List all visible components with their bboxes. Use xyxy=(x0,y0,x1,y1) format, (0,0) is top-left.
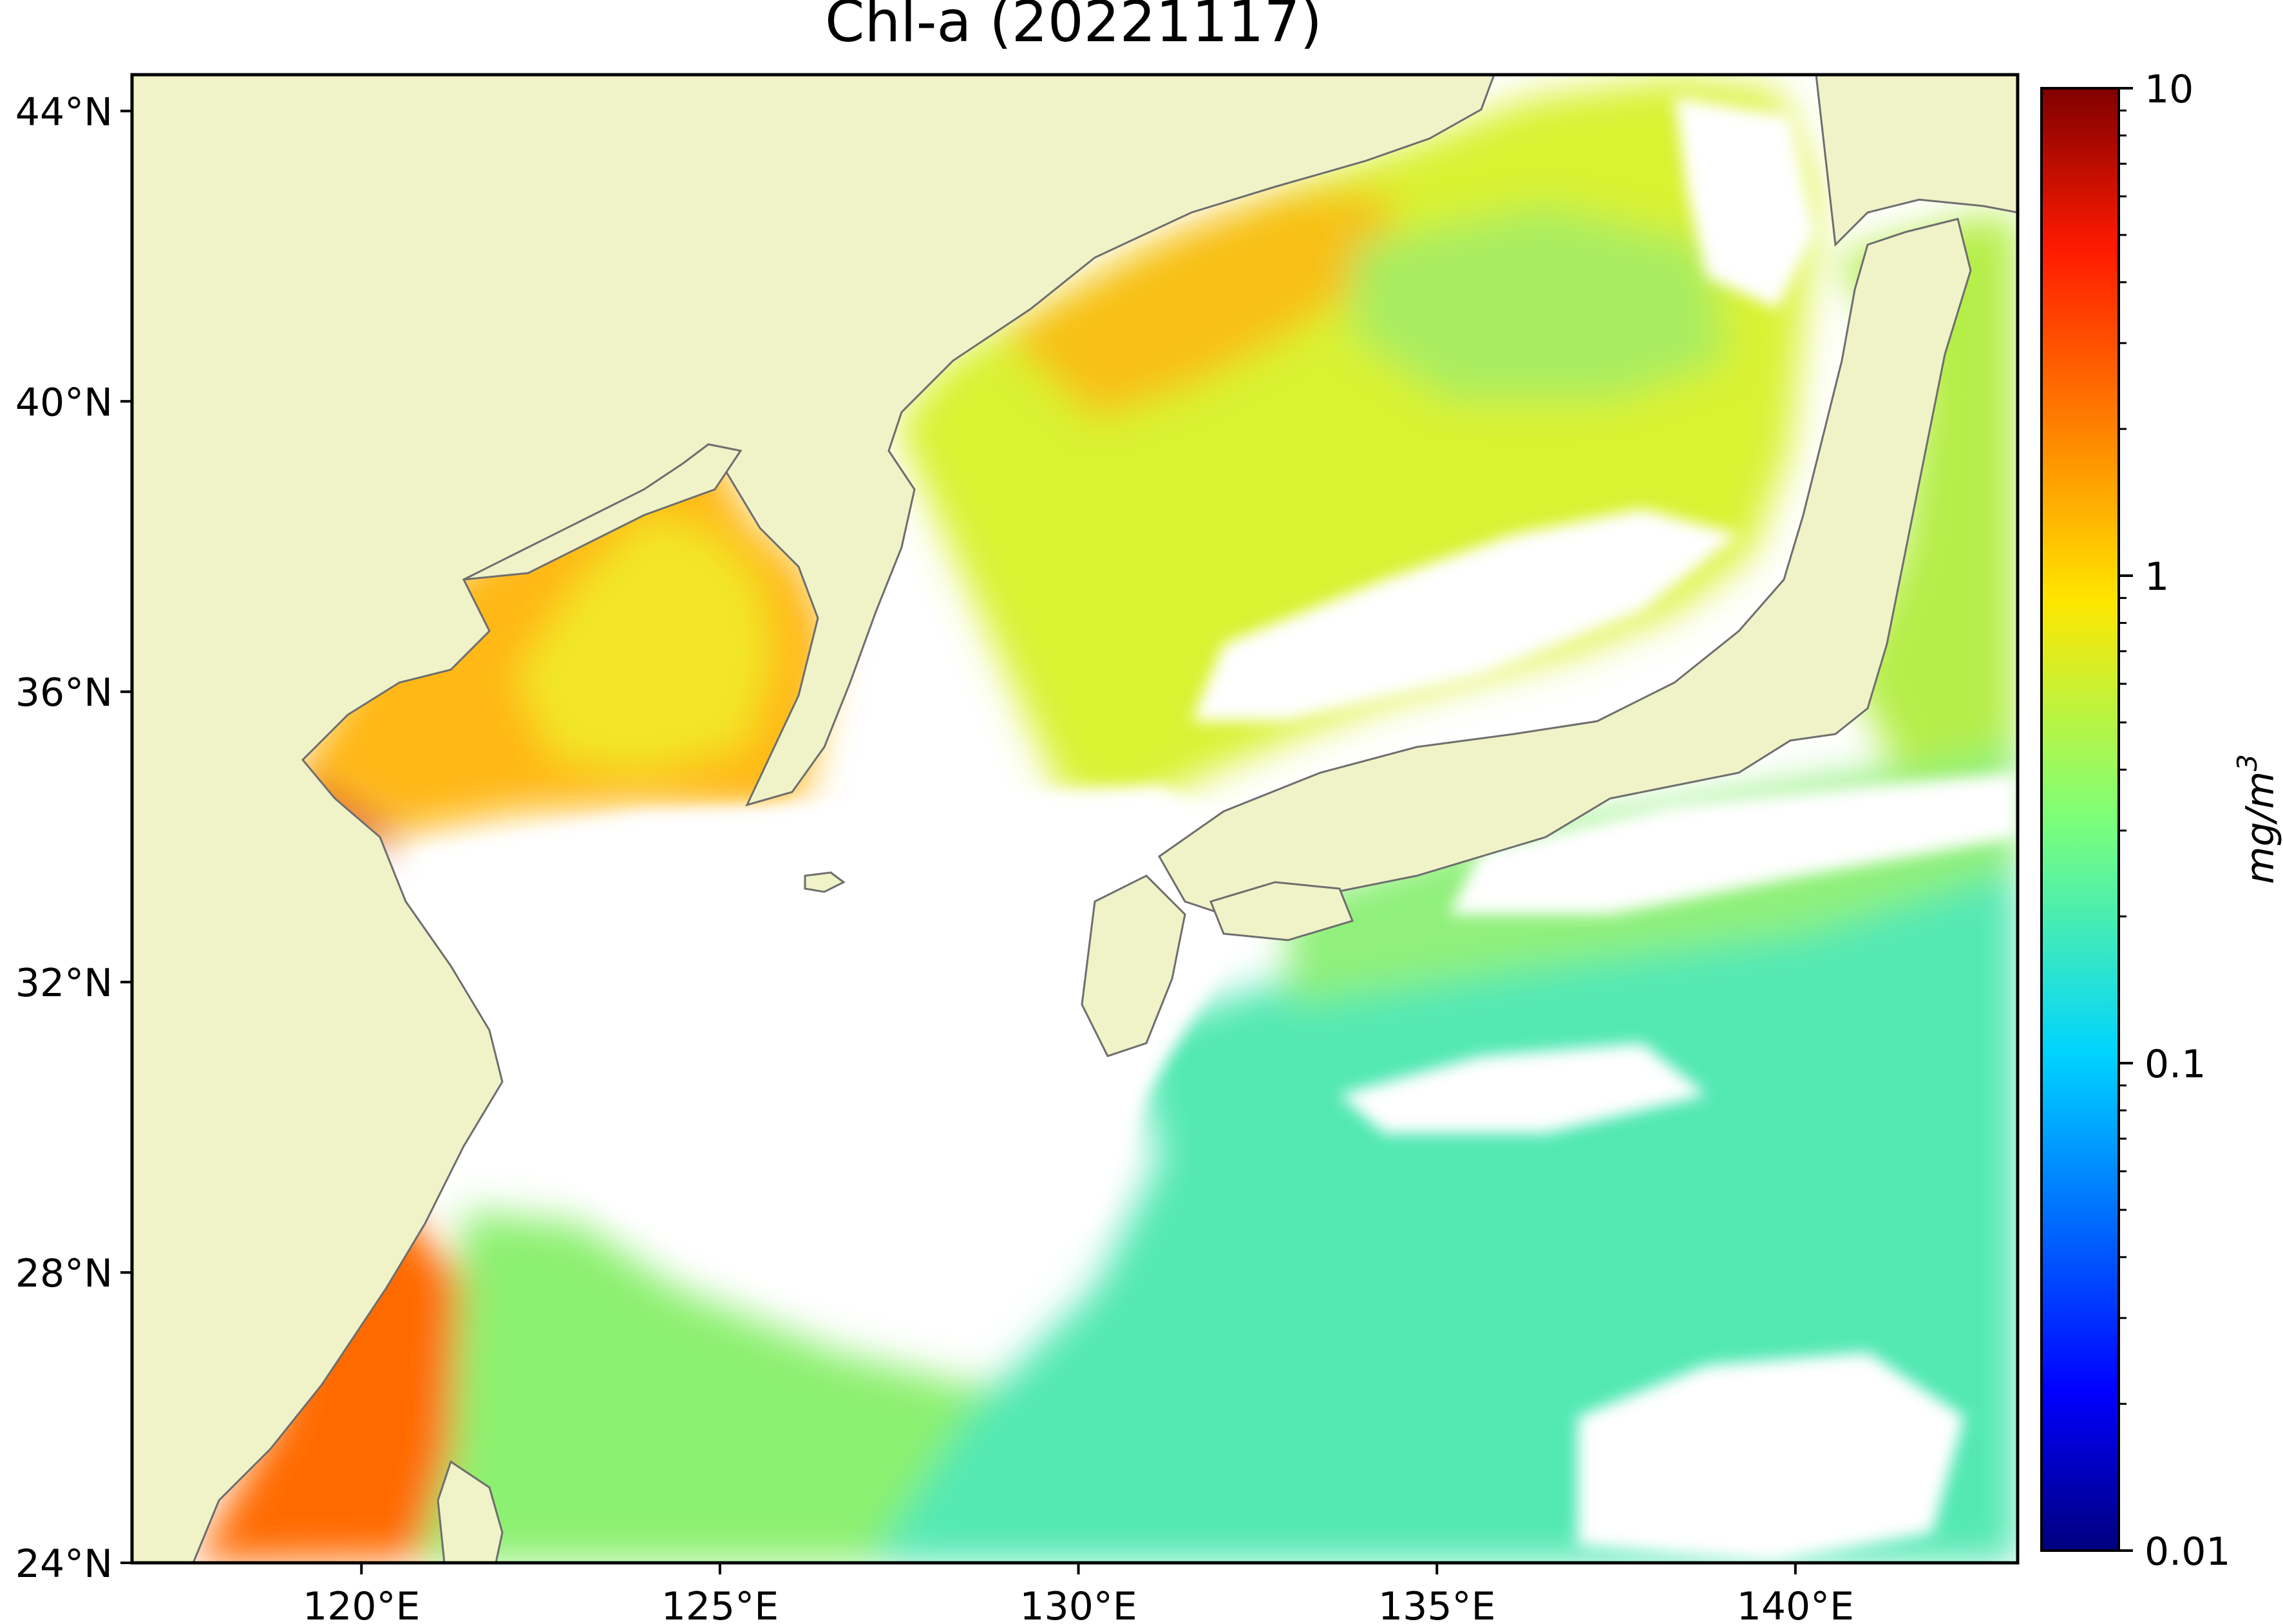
x-tick-label: 130°E xyxy=(1019,1584,1137,1624)
y-tick-label: 32°N xyxy=(15,961,113,1006)
colorbar-tick-label: 10 xyxy=(2145,67,2193,112)
y-tick-label: 40°N xyxy=(15,380,113,425)
land-jeju xyxy=(804,871,846,893)
x-tick-label: 120°E xyxy=(303,1584,420,1624)
longitude-axis: 120°E 125°E 130°E 135°E 140°E xyxy=(303,1563,1854,1624)
cloud-pacific-c xyxy=(1578,1352,1964,1563)
land-japan-honshu xyxy=(1158,218,1972,916)
y-tick-label: 36°N xyxy=(15,670,113,715)
map-area[interactable] xyxy=(132,75,2018,1563)
land-japan-hokkaido xyxy=(1815,75,2018,247)
y-tick-label: 44°N xyxy=(15,90,113,135)
cloud-sea-of-japan xyxy=(1191,509,1739,721)
cloud-pacific-b xyxy=(1340,1043,1707,1133)
cloud-north-pacific xyxy=(1674,97,1816,309)
colorbar-tick-label: 1 xyxy=(2145,554,2169,600)
colorbar-gradient xyxy=(2040,87,2120,1552)
no-data-patches xyxy=(412,97,2018,1563)
land xyxy=(132,75,2018,1563)
colorbar-tick-label: 0.01 xyxy=(2145,1529,2231,1574)
sea-of-japan-orange xyxy=(1005,193,1391,419)
land-liaodong xyxy=(463,443,743,581)
latitude-axis: 44°N 40°N 36°N 32°N 28°N 24°N xyxy=(15,90,132,1587)
y-tick-label: 28°N xyxy=(15,1251,113,1296)
colorbar-label: mg/m3 xyxy=(2231,754,2283,884)
x-tick-label: 135°E xyxy=(1378,1584,1495,1624)
colorbar-tick-label: 0.1 xyxy=(2145,1042,2206,1087)
colorbar-ticks: 10 1 0.1 0.01 xyxy=(2119,67,2231,1574)
sea-of-japan-green xyxy=(1352,206,1726,399)
colorbar: 10 1 0.1 0.01 mg/m3 xyxy=(2040,67,2283,1574)
land-japan-kyushu xyxy=(1081,874,1186,1057)
yellow-sea-center xyxy=(515,515,773,773)
x-tick-label: 140°E xyxy=(1737,1584,1854,1624)
map-frame xyxy=(130,73,2020,1565)
cloud-pacific-a xyxy=(1449,773,2018,914)
cloud-east-china-sea xyxy=(412,786,1288,1320)
land-taiwan xyxy=(437,1460,504,1563)
y-tick-label: 24°N xyxy=(15,1542,113,1587)
land-japan-shikoku xyxy=(1209,881,1354,941)
map-title: Chl-a (20221117) xyxy=(825,0,1322,55)
x-tick-label: 125°E xyxy=(661,1584,779,1624)
